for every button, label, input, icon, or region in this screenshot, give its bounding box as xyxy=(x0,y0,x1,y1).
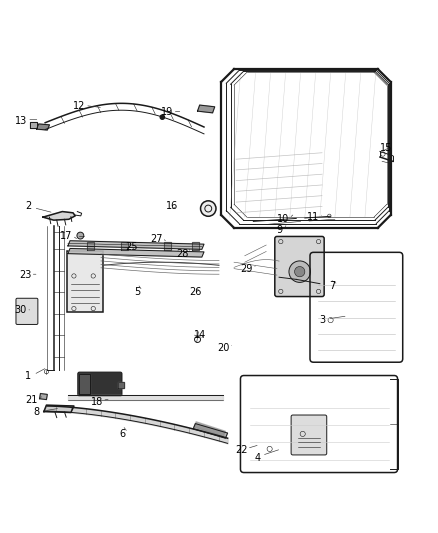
Text: 8: 8 xyxy=(34,407,39,417)
Polygon shape xyxy=(43,212,75,220)
Circle shape xyxy=(77,232,84,239)
Polygon shape xyxy=(193,424,228,438)
FancyBboxPatch shape xyxy=(67,252,103,312)
Polygon shape xyxy=(118,382,124,387)
Text: 17: 17 xyxy=(60,231,73,241)
Text: 28: 28 xyxy=(177,248,189,259)
Text: 18: 18 xyxy=(91,397,103,407)
Text: 19: 19 xyxy=(161,107,173,117)
Polygon shape xyxy=(68,241,204,249)
Polygon shape xyxy=(39,393,47,400)
Polygon shape xyxy=(87,241,94,250)
Text: 9: 9 xyxy=(276,225,282,235)
Text: 20: 20 xyxy=(217,343,230,353)
Text: 13: 13 xyxy=(15,116,28,126)
Text: 21: 21 xyxy=(25,394,37,405)
Polygon shape xyxy=(164,241,171,250)
Text: 30: 30 xyxy=(14,305,27,316)
Text: 4: 4 xyxy=(254,453,261,463)
Text: 23: 23 xyxy=(19,270,31,280)
Text: 26: 26 xyxy=(189,287,201,297)
Text: 16: 16 xyxy=(166,201,178,212)
Polygon shape xyxy=(79,374,90,394)
Text: 10: 10 xyxy=(277,214,290,224)
Polygon shape xyxy=(30,122,36,128)
Text: 6: 6 xyxy=(120,429,125,439)
Text: 22: 22 xyxy=(235,445,247,455)
Polygon shape xyxy=(44,405,74,413)
Circle shape xyxy=(294,266,305,277)
Polygon shape xyxy=(68,248,204,257)
Polygon shape xyxy=(36,124,49,130)
Text: 1: 1 xyxy=(25,371,31,381)
FancyBboxPatch shape xyxy=(78,372,122,396)
Text: 25: 25 xyxy=(125,242,137,252)
Text: 11: 11 xyxy=(307,212,320,222)
FancyBboxPatch shape xyxy=(16,298,38,325)
Text: 3: 3 xyxy=(319,315,325,325)
Text: 29: 29 xyxy=(241,264,253,273)
Circle shape xyxy=(289,261,311,282)
Polygon shape xyxy=(194,422,226,437)
Circle shape xyxy=(160,115,165,119)
Text: 27: 27 xyxy=(151,233,163,244)
FancyBboxPatch shape xyxy=(275,237,324,296)
Text: 5: 5 xyxy=(134,287,141,297)
Text: 14: 14 xyxy=(194,330,206,340)
Polygon shape xyxy=(192,241,199,250)
Circle shape xyxy=(201,201,216,216)
Polygon shape xyxy=(198,105,215,113)
FancyBboxPatch shape xyxy=(291,415,327,455)
Text: 12: 12 xyxy=(73,101,86,110)
Text: 15: 15 xyxy=(380,143,392,154)
Text: 7: 7 xyxy=(330,281,336,291)
Text: 2: 2 xyxy=(25,201,31,212)
Polygon shape xyxy=(121,241,128,250)
